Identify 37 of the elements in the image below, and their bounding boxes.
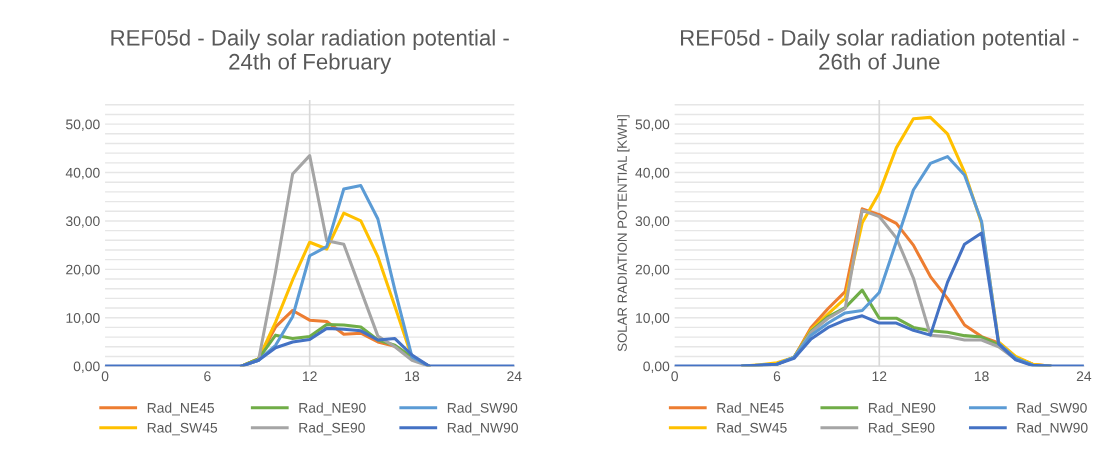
x-tick-label: 24 (1076, 371, 1092, 382)
y-axis-title: SOLAR RADIATION POTENTIAL [KWH] (617, 115, 630, 352)
legend-label: Rad_NW90 (447, 422, 518, 436)
y-tick-label: 30,00 (635, 216, 670, 228)
x-tick-label: 18 (405, 371, 420, 382)
y-tick-label: 50,00 (635, 119, 670, 131)
y-tick-label: 40,00 (65, 167, 100, 180)
chart-title: REF05d - Daily solar radiation potential - 26th of June (681, 29, 1079, 70)
y-tick-label: 0,00 (73, 361, 100, 373)
x-tick-label: 6 (773, 371, 781, 382)
y-tick-label: 40,00 (635, 167, 670, 180)
x-tick-label: 6 (204, 371, 211, 382)
y-tick-label: 10,00 (66, 313, 100, 325)
legend-label: Rad_NE45 (147, 402, 215, 416)
y-tick-label: 30,00 (65, 216, 100, 228)
y-tick-label: 20,00 (66, 264, 100, 277)
x-tick-label: 18 (974, 371, 989, 382)
legend-label: Rad_SE90 (299, 422, 365, 436)
y-tick-label: 10,00 (636, 313, 670, 325)
x-tick-label: 12 (303, 371, 317, 382)
legend-label: Rad_NE45 (717, 402, 784, 416)
legend-label: Rad_SW90 (1017, 402, 1087, 416)
x-tick-label: 12 (872, 371, 887, 382)
legend-label: Rad_SW45 (147, 422, 218, 436)
y-tick-label: 50,00 (66, 119, 100, 131)
legend-label: Rad_SW45 (717, 422, 787, 436)
legend-label: Rad_SW90 (447, 402, 518, 416)
legend-label: Rad_SE90 (868, 422, 935, 436)
y-tick-label: 20,00 (635, 264, 670, 277)
x-tick-label: 24 (507, 371, 522, 382)
x-tick-label: 0 (671, 371, 678, 382)
legend-label: Rad_NE90 (299, 402, 366, 416)
legend-label: Rad_NE90 (868, 402, 936, 416)
y-tick-label: 0,00 (643, 361, 670, 373)
x-tick-label: 0 (101, 371, 109, 382)
legend-label: Rad_NW90 (1017, 422, 1088, 436)
chart-title: REF05d - Daily solar radiation potential - 24th of February (111, 29, 509, 74)
